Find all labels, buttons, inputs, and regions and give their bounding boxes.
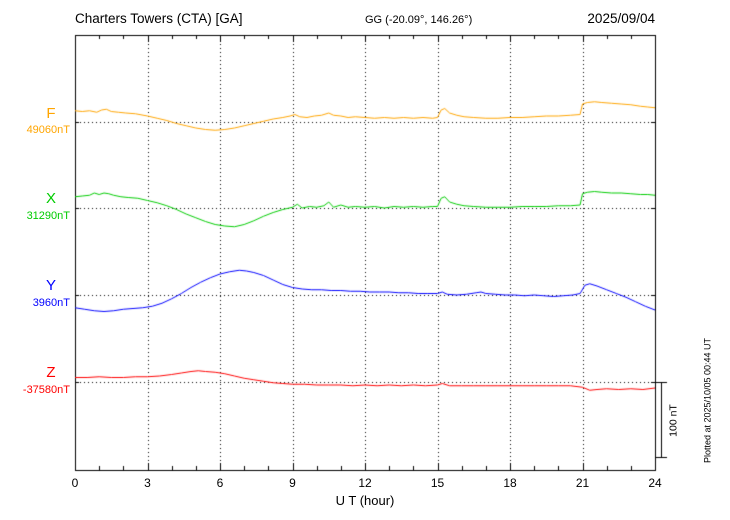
x-tick-label: 9 (289, 476, 296, 490)
x-tick-label: 6 (216, 476, 224, 490)
channel-baseline-z: -37580nT (22, 384, 70, 396)
channel-letter-x: X (45, 190, 56, 207)
x-axis-label: U T (hour) (335, 493, 395, 508)
x-tick-label: 21 (575, 476, 590, 490)
geographic-coordinates: GG (-20.09°, 146.26°) (365, 14, 473, 26)
channel-baseline-x: 31290nT (26, 210, 70, 222)
scale-bar-label: 100 nT (667, 404, 680, 437)
channel-letter-y: Y (45, 277, 56, 294)
plot-date: 2025/09/04 (587, 11, 655, 26)
x-tick-label: 12 (358, 476, 372, 490)
x-tick-label: 0 (71, 476, 79, 490)
channel-letter-f: F (46, 105, 56, 122)
channel-baseline-y: 3960nT (32, 297, 70, 309)
x-tick-label: 15 (430, 476, 445, 490)
plotted-at-note: Plotted at 2025/10/05 00:44 UT (702, 337, 713, 464)
x-tick-label: 24 (648, 476, 662, 490)
channel-letter-z: Z (46, 364, 56, 381)
x-tick-label: 18 (503, 476, 517, 490)
page-title: Charters Towers (CTA) [GA] (75, 11, 243, 26)
channel-baseline-f: 49060nT (26, 124, 70, 136)
x-tick-label: 3 (144, 476, 151, 490)
